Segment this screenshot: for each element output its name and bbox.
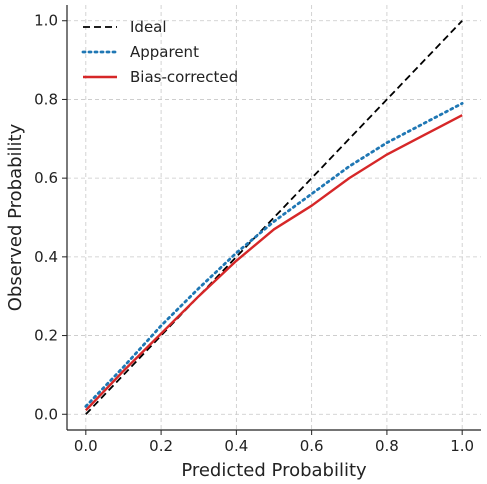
x-tick-label: 0.6 [300,437,324,455]
series-line-bias-corrected [84,114,463,412]
y-tick-label: 0.0 [34,405,58,423]
series-line-apparent [84,101,464,408]
x-tick-label: 0.2 [149,437,173,455]
series-group [84,20,464,415]
y-tick-label: 1.0 [34,12,58,30]
x-axis-label: Predicted Probability [181,460,367,481]
y-tick-label: 0.8 [34,90,58,108]
x-tick-label: 1.0 [450,437,474,455]
x-tick-label: 0.8 [375,437,399,455]
legend-label-apparent: Apparent [130,43,199,61]
x-tick-label: 0.4 [224,437,248,455]
x-tick-label: 0.0 [74,437,98,455]
legend: Ideal Apparent Bias-corrected [81,18,238,86]
y-tick-label: 0.2 [34,327,58,345]
grid [67,5,481,430]
legend-label-ideal: Ideal [130,18,167,36]
y-tick-label: 0.6 [34,169,58,187]
axes [66,5,481,431]
legend-label-bias-corrected: Bias-corrected [130,68,238,86]
y-tick-label: 0.4 [34,248,58,266]
ticks: 0.0 0.2 0.4 0.6 0.8 1.0 0.0 0.2 0.4 0.6 0.8 1.0 [34,12,474,455]
series-line-ideal [85,20,463,415]
y-axis-label: Observed Probability [5,123,26,311]
